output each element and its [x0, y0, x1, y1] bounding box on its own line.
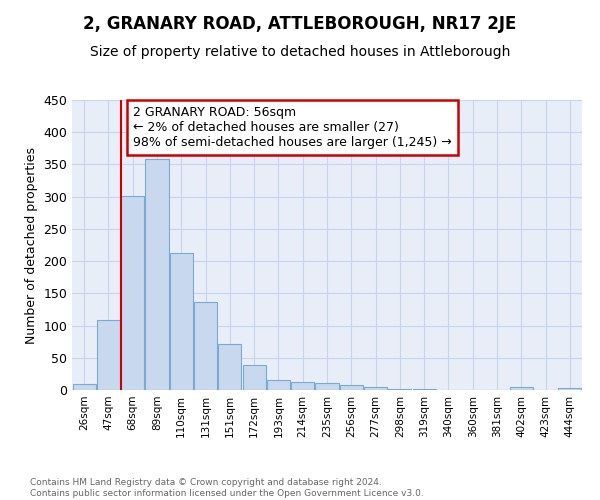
Text: Size of property relative to detached houses in Attleborough: Size of property relative to detached ho…: [90, 45, 510, 59]
Bar: [145, 158, 169, 390]
Bar: [194, 302, 217, 390]
Bar: [364, 387, 387, 390]
Bar: [242, 365, 266, 390]
Bar: [291, 382, 314, 390]
Text: 2 GRANARY ROAD: 56sqm
← 2% of detached houses are smaller (27)
98% of semi-detac: 2 GRANARY ROAD: 56sqm ← 2% of detached h…: [133, 106, 452, 149]
Bar: [97, 320, 120, 390]
Bar: [170, 252, 193, 390]
Bar: [510, 388, 533, 390]
Bar: [73, 384, 95, 390]
Bar: [559, 388, 581, 390]
Bar: [388, 388, 412, 390]
Bar: [316, 383, 338, 390]
Text: 2, GRANARY ROAD, ATTLEBOROUGH, NR17 2JE: 2, GRANARY ROAD, ATTLEBOROUGH, NR17 2JE: [83, 15, 517, 33]
Bar: [340, 385, 363, 390]
Bar: [218, 344, 241, 390]
Text: Contains HM Land Registry data © Crown copyright and database right 2024.
Contai: Contains HM Land Registry data © Crown c…: [30, 478, 424, 498]
Bar: [267, 380, 290, 390]
Y-axis label: Number of detached properties: Number of detached properties: [25, 146, 38, 344]
Bar: [121, 196, 144, 390]
